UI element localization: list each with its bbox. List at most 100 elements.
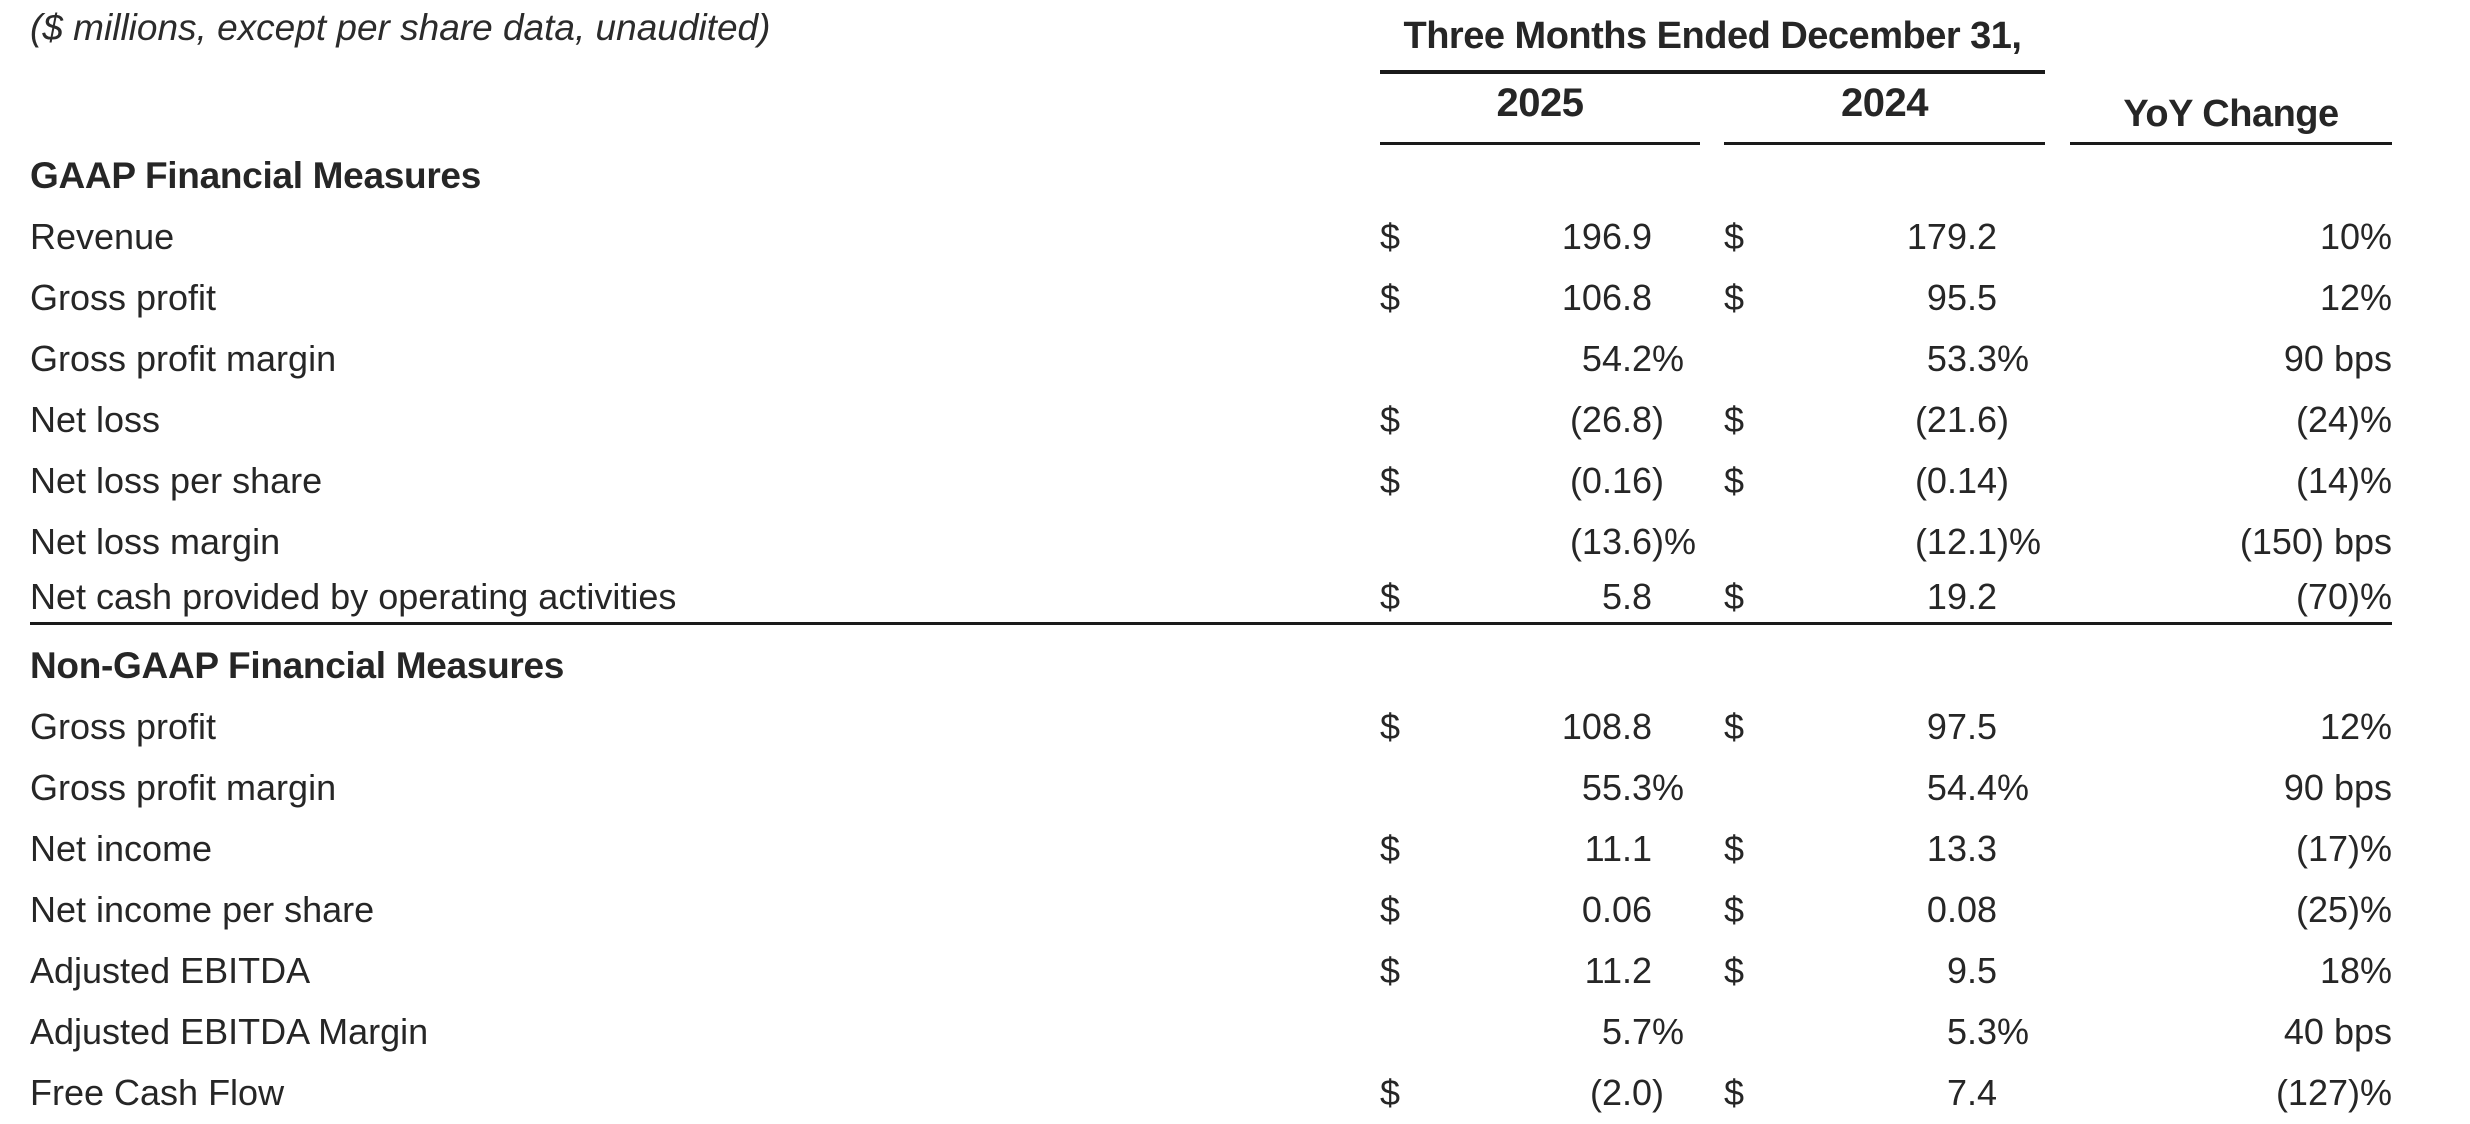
currency-symbol-2024: $ [1724, 1071, 1745, 1113]
value-2024: 5.3% [1774, 1011, 2045, 1053]
value-2025-number: 196.9 [1561, 215, 1652, 257]
value-2025: 196.9 [1430, 216, 1700, 258]
value-2025-number: 54.2 [1581, 337, 1652, 379]
financial-summary-table: ($ millions, except per share data, unau… [30, 0, 2392, 1124]
value-2025-number: 108.8 [1561, 705, 1652, 747]
value-yoy: (70)% [2295, 576, 2392, 617]
table-row: Net income $11.1 $13.3 (17)% [30, 818, 2392, 879]
value-yoy: 90 bps [2283, 337, 2392, 379]
value-2024-number: 19.2 [1926, 576, 1997, 617]
value-2024-number: (0.14 [1914, 459, 1997, 501]
currency-symbol-2024: $ [1724, 459, 1745, 501]
value-2025-number: 0.06 [1581, 888, 1652, 930]
value-2025-suffix: ) [1652, 398, 1664, 440]
row-label: Net cash provided by operating activitie… [30, 576, 677, 617]
value-2024: 19.2 [1774, 576, 2045, 618]
value-2025: 106.8 [1430, 277, 1700, 319]
value-2024-suffix: )% [1997, 520, 2041, 562]
value-yoy: 10% [2319, 215, 2392, 257]
value-yoy: (25)% [2295, 888, 2392, 930]
row-label: Gross profit margin [30, 337, 337, 379]
value-2025-number: 5.7 [1601, 1010, 1652, 1052]
row-label: Adjusted EBITDA Margin [30, 1010, 429, 1052]
value-2024: 53.3% [1774, 338, 2045, 380]
value-2025: 0.06 [1430, 889, 1700, 931]
value-yoy: (14)% [2295, 459, 2392, 501]
currency-symbol-2025: $ [1380, 576, 1401, 617]
row-label: Net loss margin [30, 520, 281, 562]
table-row: Net income per share $0.06 $0.08 (25)% [30, 879, 2392, 940]
value-2025-suffix: )% [1652, 520, 1696, 562]
value-2025-number: 11.1 [1584, 827, 1652, 869]
col-header-2025: 2025 [1380, 74, 1700, 145]
value-2024: 54.4% [1774, 767, 2045, 809]
value-yoy: 12% [2319, 276, 2392, 318]
value-2025-number: (13.6 [1569, 520, 1652, 562]
currency-symbol-2025: $ [1380, 398, 1401, 440]
value-2024: 179.2 [1774, 216, 2045, 258]
currency-symbol-2025: $ [1380, 459, 1401, 501]
value-2024-number: (21.6 [1914, 398, 1997, 440]
value-2025: 5.7% [1430, 1011, 1700, 1053]
value-2025-number: 106.8 [1561, 276, 1652, 318]
value-2025: 108.8 [1430, 706, 1700, 748]
table-row: Net cash provided by operating activitie… [30, 572, 2392, 622]
col-header-yoy: YoY Change [2070, 74, 2392, 145]
period-header-row: Three Months Ended December 31, [30, 0, 2392, 74]
table-row: Gross profit $106.8 $95.5 12% [30, 267, 2392, 328]
row-label: Gross profit margin [30, 766, 337, 808]
value-yoy: (150) bps [2239, 520, 2392, 562]
table-header: ($ millions, except per share data, unau… [30, 0, 2392, 145]
value-2024: (12.1)% [1774, 521, 2045, 563]
value-2024: 0.08 [1774, 889, 2045, 931]
value-2024-number: 97.5 [1926, 705, 1997, 747]
currency-symbol-2025: $ [1380, 215, 1401, 257]
value-2024: 97.5 [1774, 706, 2045, 748]
table-row: Adjusted EBITDA Margin 5.7% 5.3% 40 bps [30, 1001, 2392, 1062]
table-row: Revenue $196.9 $179.2 10% [30, 206, 2392, 267]
currency-symbol-2024: $ [1724, 576, 1745, 617]
column-header-row: 2025 2024 YoY Change [30, 74, 2392, 145]
value-2025: 11.1 [1430, 828, 1700, 870]
value-2024-suffix: % [1997, 1010, 2030, 1052]
value-2025: 55.3% [1430, 767, 1700, 809]
value-2024: 95.5 [1774, 277, 2045, 319]
value-yoy: (127)% [2275, 1071, 2392, 1113]
value-2025-number: (26.8 [1569, 398, 1652, 440]
value-2024-number: 53.3 [1926, 337, 1997, 379]
value-2025: 5.8 [1430, 576, 1700, 618]
value-yoy: 90 bps [2283, 766, 2392, 808]
value-2025-number: 55.3 [1581, 766, 1652, 808]
value-2025: 54.2% [1430, 338, 1700, 380]
value-2025-number: (2.0 [1589, 1071, 1652, 1113]
value-2025-suffix: % [1652, 766, 1685, 808]
value-2024-suffix: % [1997, 766, 2030, 808]
section-title: GAAP Financial Measures [30, 154, 481, 196]
value-2024-number: 179.2 [1906, 215, 1997, 257]
value-2025-number: 5.8 [1601, 576, 1652, 617]
value-yoy: (24)% [2295, 398, 2392, 440]
currency-symbol-2024: $ [1724, 949, 1745, 991]
currency-symbol-2024: $ [1724, 888, 1745, 930]
row-label: Net income [30, 827, 213, 869]
value-2025: (13.6)% [1430, 521, 1700, 563]
value-yoy: (17)% [2295, 827, 2392, 869]
row-label: Gross profit [30, 276, 217, 318]
section-non-gaap: Non-GAAP Financial Measures Gross profit $… [30, 625, 2392, 1123]
value-2025: 11.2 [1430, 950, 1700, 992]
value-2024: (21.6) [1774, 399, 2045, 441]
value-yoy: 18% [2319, 949, 2392, 991]
value-2025: (26.8) [1430, 399, 1700, 441]
value-2024-number: 54.4 [1926, 766, 1997, 808]
units-note: ($ millions, except per share data, unau… [30, 7, 771, 48]
value-2024-number: (12.1 [1914, 520, 1997, 562]
value-2024-suffix: ) [1997, 459, 2009, 501]
value-2025: (2.0) [1430, 1072, 1700, 1114]
currency-symbol-2024: $ [1724, 276, 1745, 318]
row-label: Revenue [30, 215, 175, 257]
table-row: Net loss $ (26.8) $ (21.6) (24)% [30, 389, 2392, 450]
currency-symbol-2024: $ [1724, 398, 1745, 440]
row-label: Free Cash Flow [30, 1071, 285, 1113]
value-2025-suffix: ) [1652, 459, 1664, 501]
value-yoy: 12% [2319, 705, 2392, 747]
